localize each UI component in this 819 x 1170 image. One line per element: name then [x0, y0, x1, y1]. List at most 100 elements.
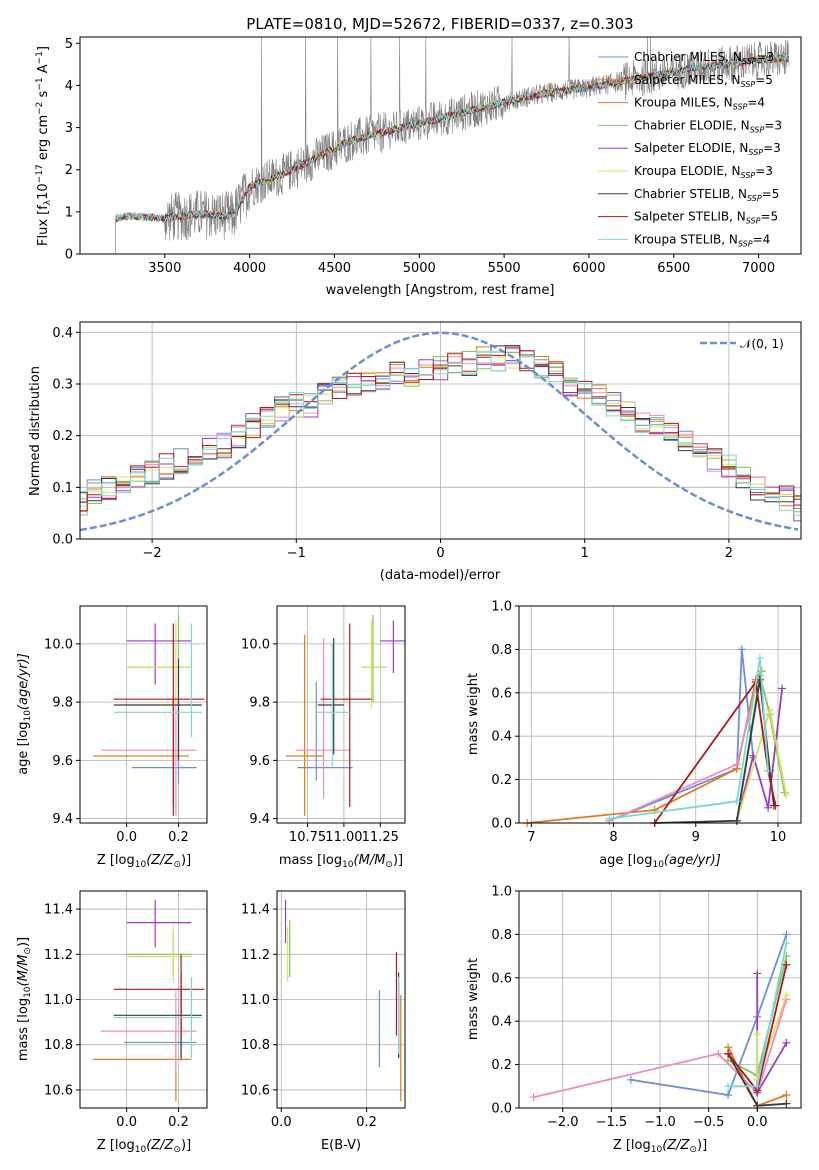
weight-point	[778, 684, 787, 693]
y-tick-label: 11.0	[44, 993, 73, 1008]
weight-point	[771, 801, 780, 810]
weight-point	[782, 1099, 791, 1108]
y-tick-label: 9.4	[52, 812, 73, 827]
y-tick-label: 0.8	[491, 928, 512, 943]
residual-histogram	[80, 346, 801, 512]
x-tick-label: −1.5	[596, 1115, 628, 1130]
weight-point	[782, 790, 791, 799]
x-tick-label: −1.0	[644, 1115, 676, 1130]
x-tick-label: −2.0	[547, 1115, 579, 1130]
legend-entry: Kroupa ELODIE, NSSP=3	[634, 164, 773, 180]
legend-entry: Chabrier MILES, NSSP=3	[634, 50, 774, 66]
x-tick-label: 0.2	[168, 1115, 189, 1130]
residual-histogram	[80, 354, 801, 516]
x-tick-label: 0	[436, 546, 444, 561]
y-tick-label: 1.0	[491, 885, 512, 900]
y-tick-label: 11.2	[241, 948, 270, 963]
spectrum-panel: PLATE=0810, MJD=52672, FIBERID=0337, z=0…	[35, 15, 802, 298]
spectrum-ylabel: Flux [fλ10−17 erg cm−2 s−1 A−1]	[35, 46, 53, 246]
y-tick-label: 0.0	[52, 533, 73, 548]
y-tick-label: 11.4	[44, 903, 73, 918]
x-tick-label: 2	[725, 546, 733, 561]
reference-legend-label: 𝒩(0, 1)	[740, 337, 784, 351]
y-tick-label: 10.6	[241, 1083, 270, 1098]
y-tick-label: 0.2	[491, 1058, 512, 1073]
x-tick-label: −1	[287, 546, 306, 561]
weight-age-panel: 7 8 9 10 0.0 0.2 0.4 0.6 0.8 1.0 age [log10(age/y…	[466, 600, 802, 870]
weight-point	[605, 814, 614, 823]
mass-z-ylabel: mass [log10(M/M⊙)]	[16, 937, 33, 1061]
weight-point	[764, 766, 773, 775]
y-tick-label: 0.0	[491, 817, 512, 832]
y-tick-label: 9.4	[249, 812, 270, 827]
y-tick-label: 11.0	[241, 993, 270, 1008]
x-tick-label: 8	[609, 830, 617, 845]
y-tick-label: 9.8	[52, 696, 73, 711]
x-tick-label: 4000	[233, 261, 266, 276]
x-tick-label: −2	[143, 546, 162, 561]
x-tick-label: 0.0	[271, 1115, 292, 1130]
weight-z-panel: −2.0 −1.5 −1.0 −0.5 0.0 0.0 0.2 0.4 0.6 0.8 1.0 Z …	[466, 885, 802, 1155]
y-tick-label: 4	[65, 79, 73, 94]
legend-entry: Salpeter ELODIE, NSSP=3	[634, 141, 781, 157]
x-tick-label: 4500	[318, 261, 351, 276]
residual-ylabel: Normed distribution	[28, 366, 43, 496]
legend-entry: Salpeter STELIB, NSSP=5	[634, 210, 778, 226]
weight-point	[753, 1082, 762, 1091]
x-tick-label: 0.0	[747, 1115, 768, 1130]
weight-z-xlabel: Z [log10(Z/Z⊙)]	[613, 1138, 707, 1155]
residual-legend: 𝒩(0, 1)	[700, 337, 784, 351]
weight-age-xlabel: age [log10(age/yr)]	[599, 853, 721, 870]
spectrum-xlabel: wavelength [Angstrom, rest frame]	[326, 283, 555, 298]
y-tick-label: 0	[65, 248, 73, 263]
weight-point	[764, 803, 773, 812]
x-tick-label: 10.75	[289, 830, 326, 845]
y-tick-label: 10.8	[241, 1038, 270, 1053]
mass-ebv-panel: 0.0 0.2 10.6 10.8 11.0 11.2 11.4 E(B-V)	[241, 890, 406, 1153]
legend-entry: Kroupa STELIB, NSSP=4	[634, 232, 770, 248]
x-tick-label: 10	[770, 830, 787, 845]
weight-point	[753, 969, 762, 978]
weight-point	[782, 930, 791, 939]
legend-entry: Kroupa MILES, NSSP=4	[634, 96, 765, 112]
x-tick-label: 6500	[657, 261, 690, 276]
residual-histogram	[80, 348, 801, 506]
weight-point	[782, 1090, 791, 1099]
weight-point	[737, 645, 746, 654]
x-tick-label: 0.0	[116, 830, 137, 845]
weight-point	[732, 760, 741, 769]
y-tick-label: 0.3	[52, 378, 73, 393]
y-tick-label: 11.2	[44, 948, 73, 963]
weight-series	[736, 688, 783, 822]
x-tick-label: 3500	[148, 261, 181, 276]
y-tick-label: 0.8	[491, 643, 512, 658]
y-tick-label: 0.4	[491, 730, 512, 745]
weight-point	[765, 706, 774, 715]
y-tick-label: 9.6	[52, 754, 73, 769]
x-tick-label: 11.00	[325, 830, 362, 845]
y-tick-label: 0.6	[491, 686, 512, 701]
model-spectrum	[115, 54, 789, 222]
residual-xlabel: (data-model)/error	[380, 568, 501, 583]
weight-point	[782, 991, 791, 1000]
y-tick-label: 11.4	[241, 903, 270, 918]
legend-entry: Chabrier ELODIE, NSSP=3	[634, 118, 782, 134]
age-z-ylabel: age [log10(age/yr)]	[16, 653, 33, 775]
weight-point	[724, 1090, 733, 1099]
mass-ebv-xlabel: E(B-V)	[321, 1138, 361, 1153]
y-tick-label: 0.2	[52, 429, 73, 444]
y-tick-label: 3	[65, 121, 73, 136]
x-tick-label: 9	[692, 830, 700, 845]
weight-point	[732, 816, 741, 825]
x-tick-label: 5000	[403, 261, 436, 276]
x-tick-label: −0.5	[693, 1115, 725, 1130]
age-z-panel: 0.0 0.2 9.4 9.6 9.8 10.0 Z [log10(Z/Z⊙)] age …	[16, 605, 208, 870]
y-tick-label: 10.6	[44, 1083, 73, 1098]
weight-point	[714, 1049, 723, 1058]
residual-panel: −2 −1 0 1 2 0.0 0.1 0.2 0.3 0.4 (data-model)/erro…	[28, 321, 802, 583]
weight-point	[724, 1049, 733, 1058]
x-tick-label: 1	[581, 546, 589, 561]
weight-point	[782, 1038, 791, 1047]
y-tick-label: 2	[65, 163, 73, 178]
